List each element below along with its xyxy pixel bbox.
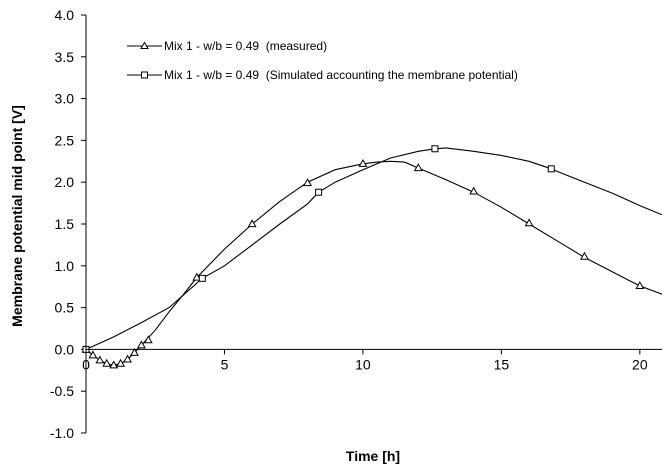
legend: Mix 1 - w/b = 0.49 (measured) Mix 1 - w/… — [127, 39, 518, 82]
x-axis-label: Time [h] — [346, 448, 400, 464]
y-axis-label: Membrane potential mid point [V] — [9, 105, 25, 327]
data-point-triangle — [145, 336, 152, 342]
data-point-triangle — [103, 360, 110, 366]
legend-label-simulated: Mix 1 - w/b = 0.49 (Simulated accounting… — [164, 68, 518, 82]
data-point-triangle — [249, 220, 256, 226]
y-tick-label: -0.5 — [50, 383, 74, 399]
y-tick-label: 2.0 — [55, 174, 75, 190]
y-tick-label: -1.0 — [50, 425, 74, 441]
y-tick-label: 0.0 — [55, 341, 75, 357]
x-tick-label: 10 — [355, 356, 371, 372]
data-point-triangle — [96, 356, 103, 362]
data-point-square — [548, 166, 554, 172]
legend-marker-simulated — [142, 72, 148, 78]
data-point-square — [199, 275, 205, 281]
y-tick-label: 3.0 — [55, 91, 75, 107]
y-tick-label: 0.5 — [55, 300, 75, 316]
data-point-square — [432, 146, 438, 152]
data-point-square — [316, 189, 322, 195]
x-tick-label: 20 — [632, 356, 648, 372]
series-layer — [82, 146, 662, 368]
y-tick-label: 4.0 — [55, 7, 75, 23]
x-tick-label: 15 — [494, 356, 510, 372]
y-axis-ticks: 4.0 3.5 3.0 2.5 2.0 1.5 1.0 0.5 0.0 -0.5 -1.0 — [50, 7, 86, 441]
x-tick-label: 5 — [221, 356, 229, 372]
data-point-triangle — [304, 179, 311, 185]
y-tick-label: 2.5 — [55, 132, 75, 148]
series-line-square — [86, 148, 662, 350]
series-line-triangle — [86, 161, 662, 365]
y-tick-label: 3.5 — [55, 49, 75, 65]
data-point-triangle — [636, 282, 643, 288]
legend-label-measured: Mix 1 - w/b = 0.49 (measured) — [164, 39, 327, 53]
data-point-triangle — [117, 360, 124, 366]
y-tick-label: 1.0 — [55, 258, 75, 274]
y-tick-label: 1.5 — [55, 216, 75, 232]
